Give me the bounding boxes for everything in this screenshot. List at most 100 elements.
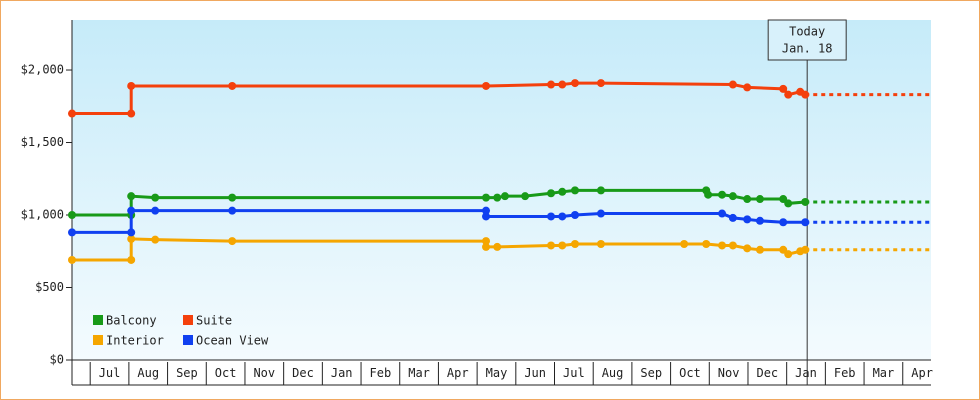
x-tick-label: Aug <box>602 366 624 380</box>
x-tick-label: Jan <box>331 366 353 380</box>
point <box>784 90 793 99</box>
x-tick-label: Mar <box>873 366 895 380</box>
legend-label: Suite <box>196 314 232 328</box>
y-tick-label: $0 <box>50 353 64 367</box>
point <box>228 237 237 246</box>
point <box>728 241 737 250</box>
x-tick-label: Sep <box>640 366 662 380</box>
x-tick-label: May <box>486 366 508 380</box>
point <box>547 189 556 198</box>
point <box>558 187 567 196</box>
point <box>493 242 502 251</box>
x-tick-label: Oct <box>215 366 237 380</box>
point <box>482 242 491 251</box>
point <box>596 186 605 195</box>
point <box>558 241 567 250</box>
point <box>571 211 580 220</box>
point <box>482 206 491 215</box>
point <box>482 193 491 202</box>
x-tick-label: Apr <box>911 366 933 380</box>
point <box>728 213 737 222</box>
x-tick-label: Apr <box>447 366 469 380</box>
x-tick-label: Feb <box>834 366 856 380</box>
point <box>755 195 764 204</box>
point <box>801 90 810 99</box>
legend-swatch <box>183 315 193 325</box>
point <box>596 209 605 218</box>
x-tick-label: Sep <box>176 366 198 380</box>
y-tick-label: $500 <box>35 280 64 294</box>
point <box>596 240 605 249</box>
x-tick-label: Nov <box>253 366 275 380</box>
point <box>500 192 509 201</box>
x-tick-label: Aug <box>137 366 159 380</box>
point <box>127 228 136 237</box>
y-tick-label: $2,000 <box>21 63 64 77</box>
today-label: Today <box>789 25 825 39</box>
point <box>571 79 580 88</box>
point <box>127 192 136 201</box>
point <box>743 215 752 224</box>
point <box>521 192 530 201</box>
point <box>801 218 810 227</box>
x-tick-label: Dec <box>756 366 778 380</box>
point <box>680 240 689 249</box>
today-box <box>767 19 847 61</box>
x-tick-label: Jan <box>795 366 817 380</box>
point <box>596 79 605 88</box>
legend-swatch <box>93 335 103 345</box>
y-tick-label: $1,000 <box>21 208 64 222</box>
point <box>151 235 160 244</box>
x-tick-label: Mar <box>408 366 430 380</box>
x-tick-label: Dec <box>292 366 314 380</box>
point <box>127 234 136 243</box>
point <box>718 209 727 218</box>
point <box>68 211 76 220</box>
legend-swatch <box>93 315 103 325</box>
x-tick-label: Jul <box>99 366 121 380</box>
point <box>718 241 727 250</box>
series-line <box>72 237 806 262</box>
point <box>68 255 76 264</box>
series-line <box>72 188 806 217</box>
point <box>547 241 556 250</box>
point <box>743 195 752 204</box>
point <box>127 81 136 90</box>
point <box>151 193 160 202</box>
point <box>151 206 160 215</box>
point <box>558 80 567 89</box>
point <box>702 240 711 249</box>
point <box>558 212 567 221</box>
point <box>127 109 136 118</box>
x-tick-label: Nov <box>718 366 740 380</box>
point <box>728 80 737 89</box>
point <box>728 192 737 201</box>
point <box>779 84 788 93</box>
point <box>547 212 556 221</box>
point <box>718 190 727 199</box>
plot-area <box>72 20 931 360</box>
point <box>784 250 793 259</box>
point <box>571 186 580 195</box>
x-tick-label: Jul <box>563 366 585 380</box>
point <box>68 109 76 118</box>
y-tick-label: $1,500 <box>21 135 64 149</box>
legend-label: Interior <box>106 334 164 348</box>
point <box>482 212 491 221</box>
point <box>571 240 580 249</box>
legend-swatch <box>183 335 193 345</box>
point <box>482 81 491 90</box>
point <box>228 81 237 90</box>
legend-label: Ocean View <box>196 334 269 348</box>
point <box>784 199 793 208</box>
today-label: Jan. 18 <box>782 42 833 56</box>
x-tick-label: Jun <box>524 366 546 380</box>
point <box>228 193 237 202</box>
point <box>547 80 556 89</box>
x-tick-label: Oct <box>679 366 701 380</box>
point <box>482 237 491 246</box>
point <box>493 193 502 202</box>
point <box>755 216 764 225</box>
point <box>801 245 810 254</box>
